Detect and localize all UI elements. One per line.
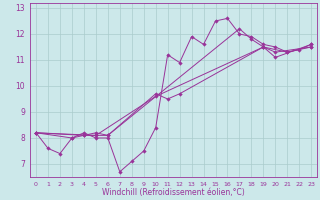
X-axis label: Windchill (Refroidissement éolien,°C): Windchill (Refroidissement éolien,°C) <box>102 188 245 197</box>
